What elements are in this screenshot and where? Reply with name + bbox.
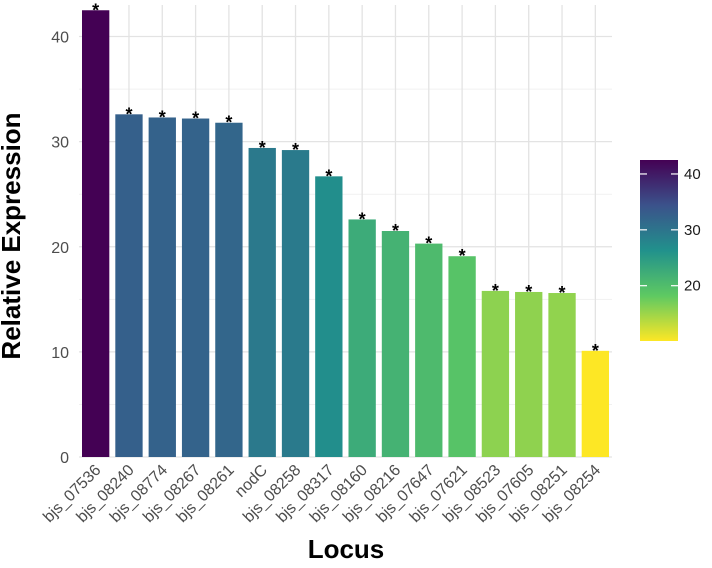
bar-bjs_07647 — [415, 243, 443, 457]
significance-marker: * — [425, 234, 432, 254]
significance-marker: * — [292, 140, 299, 160]
significance-marker: * — [92, 0, 99, 20]
bar-bjs_08240 — [115, 114, 143, 458]
y-axis-title: Relative Expression — [0, 112, 26, 359]
bars-layer — [81, 10, 610, 458]
bar-bjs_08267 — [181, 118, 210, 458]
colorbar-tick-label: 30 — [684, 222, 701, 239]
bar-bjs_07621 — [448, 256, 476, 457]
y-tick-label: 40 — [51, 30, 69, 47]
x-axis-title: Locus — [308, 534, 385, 564]
bar-bjs_08216 — [381, 231, 410, 457]
bar-bjs_07605 — [515, 291, 543, 457]
significance-marker: * — [325, 166, 332, 186]
bar-nodC — [248, 147, 276, 458]
significance-marker: * — [259, 138, 266, 158]
bar-bjs_08523 — [481, 290, 510, 457]
y-tick-label: 20 — [51, 240, 69, 257]
significance-marker: * — [492, 281, 499, 301]
annotation-layer: * * * * * * * * * * * * * * * * — [92, 0, 599, 361]
significance-marker: * — [125, 104, 132, 124]
significance-marker: * — [159, 107, 166, 127]
y-tick-layer: 0 10 20 30 40 — [51, 30, 69, 467]
colorbar-legend: 20 30 40 — [640, 160, 701, 341]
significance-marker: * — [392, 221, 399, 241]
bar-bjs_08317 — [315, 176, 343, 457]
bar-bjs_07536 — [81, 10, 110, 458]
bar-bjs_08261 — [215, 122, 243, 458]
y-tick-label: 10 — [51, 345, 69, 362]
colorbar-gradient — [640, 160, 678, 341]
significance-marker: * — [192, 109, 199, 129]
y-tick-label: 0 — [60, 450, 69, 467]
significance-marker: * — [359, 209, 366, 229]
colorbar-tick-label: 20 — [684, 278, 701, 295]
bar-bjs_08251 — [548, 293, 576, 457]
bar-bjs_08254 — [581, 350, 610, 457]
bar-bjs_08160 — [348, 219, 376, 457]
colorbar-tick-label: 40 — [684, 166, 701, 183]
significance-marker: * — [525, 282, 532, 302]
significance-marker: * — [225, 113, 232, 133]
significance-marker: * — [592, 341, 599, 361]
bar-bjs_08774 — [148, 117, 176, 457]
bar-bjs_08258 — [281, 150, 310, 457]
significance-marker: * — [459, 246, 466, 266]
significance-marker: * — [559, 283, 566, 303]
x-tick-layer: bjs_07536bjs_08240bjs_08774bjs_08267bjs_… — [40, 462, 604, 526]
y-tick-label: 30 — [51, 135, 69, 152]
